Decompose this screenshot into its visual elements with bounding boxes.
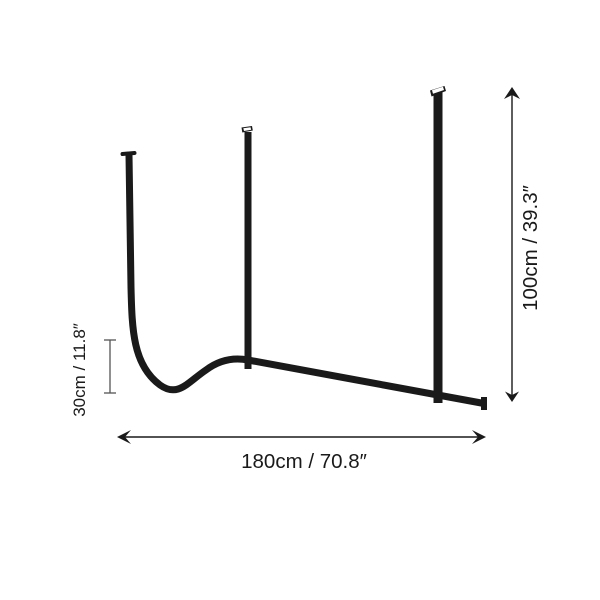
svg-text:180cm / 70.8″: 180cm / 70.8″	[241, 450, 367, 473]
svg-text:100cm / 39.3″: 100cm / 39.3″	[519, 185, 542, 311]
svg-text:30cm / 11.8″: 30cm / 11.8″	[70, 323, 89, 417]
